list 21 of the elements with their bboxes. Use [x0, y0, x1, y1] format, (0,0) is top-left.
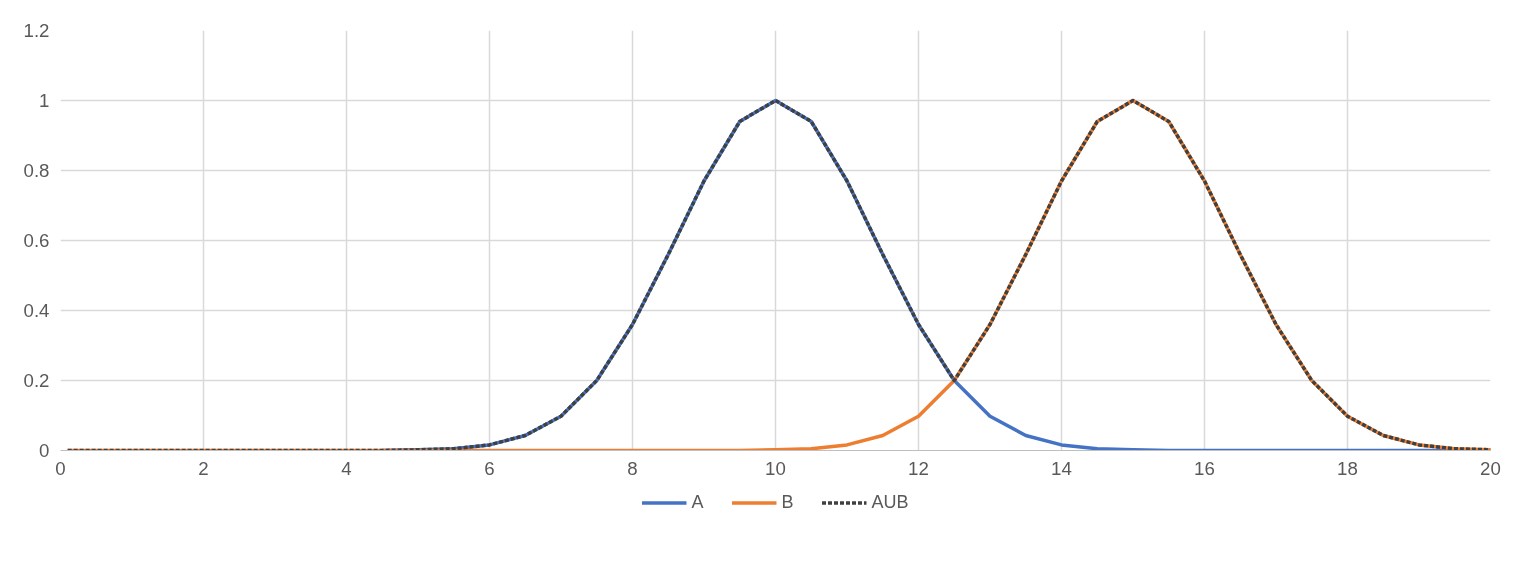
- legend-label: B: [781, 491, 795, 513]
- y-tick-label: 0.4: [23, 300, 50, 321]
- x-tick-label: 4: [341, 457, 352, 479]
- y-tick-label: 0.6: [23, 230, 50, 251]
- y-tick-label: 0.2: [23, 370, 50, 391]
- x-tick-label: 6: [484, 457, 495, 479]
- x-tick-label: 8: [627, 457, 638, 479]
- x-tick-label: 20: [1480, 457, 1501, 479]
- x-tick-label: 12: [908, 457, 929, 479]
- y-tick-label: 1.2: [23, 20, 50, 41]
- y-tick-label: 1: [39, 90, 50, 111]
- x-tick-label: 0: [55, 457, 66, 479]
- y-tick-label: 0.8: [23, 160, 50, 181]
- x-tick-label: 10: [765, 457, 786, 479]
- legend-label: A: [691, 491, 705, 513]
- x-tick-label: 14: [1051, 457, 1072, 479]
- x-tick-label: 16: [1194, 457, 1215, 479]
- x-tick-label: 18: [1337, 457, 1358, 479]
- legend-label: AUB: [871, 491, 909, 513]
- x-tick-label: 2: [198, 457, 209, 479]
- y-tick-label: 0: [39, 440, 50, 461]
